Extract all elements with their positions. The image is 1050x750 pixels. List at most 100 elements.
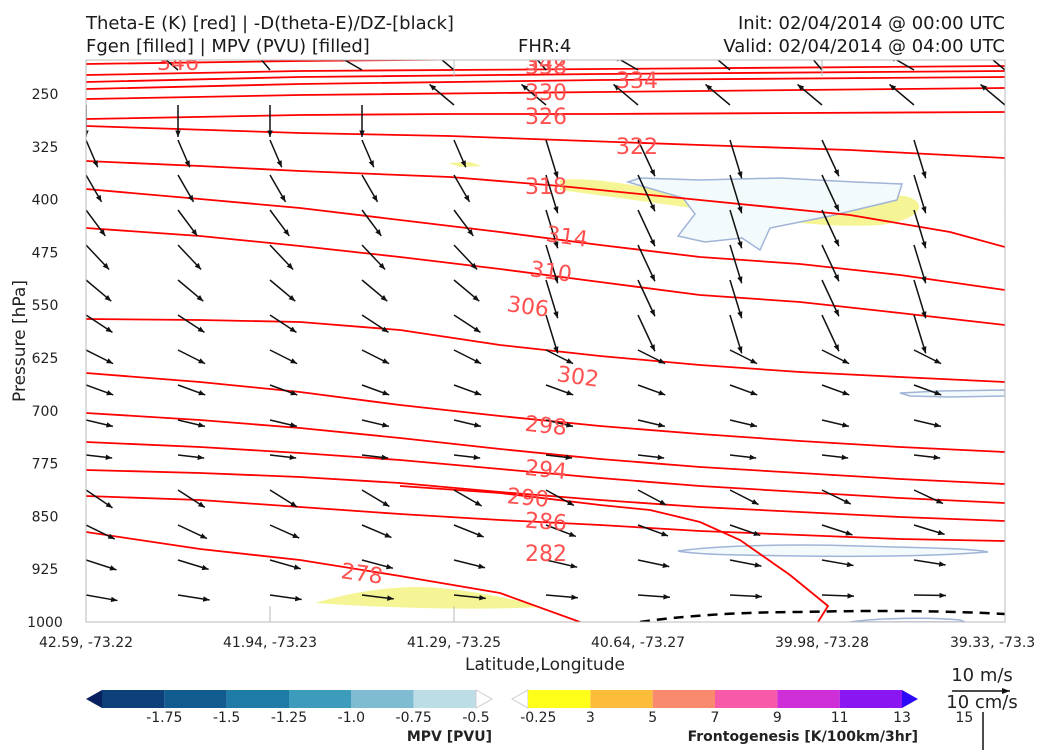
wind-vector [913, 174, 927, 214]
wind-vector [619, 60, 639, 71]
wind-vector-head [95, 194, 102, 202]
fgen-patch [315, 586, 540, 609]
wind-vector-head [105, 326, 113, 333]
x-tick-label: 39.98, -73.28 [775, 635, 869, 651]
wind-vector-head [833, 204, 839, 212]
theta-e-contour [86, 469, 1005, 522]
wind-vector-head [384, 532, 392, 538]
wind-vector-head [663, 594, 670, 600]
wind-vector-head [649, 169, 655, 177]
wind-vector-head [202, 596, 210, 602]
wind-vector-head [753, 530, 761, 536]
wind-vector-head [1030, 561, 1037, 566]
y-axis-label: Pressure [hPa] [10, 280, 30, 402]
vector-key-top-label: 10 m/s [951, 665, 1013, 686]
wind-vector-head [1017, 344, 1022, 351]
mpv-colorbar-swatch [413, 690, 476, 708]
theta-e-contour [86, 160, 1005, 248]
wind-vector-head [737, 171, 743, 179]
wind-vector-head [476, 532, 484, 538]
wind-vector [1004, 350, 1005, 351]
wind-vector-head [846, 561, 854, 568]
theta-e-contour [86, 495, 1005, 542]
wind-vector-head [157, 52, 164, 58]
wind-vector-head [197, 501, 205, 508]
wind-vector-head [921, 346, 927, 354]
wind-vector [1004, 280, 1005, 282]
wind-vector-head [472, 294, 480, 302]
fgen-colorbar-swatch [902, 690, 918, 708]
theta-e-label: 318 [525, 175, 567, 200]
theta-e-label: 298 [524, 412, 568, 441]
theta-e-label: 334 [616, 69, 658, 94]
wind-vector [1004, 140, 1005, 142]
wind-vector-head [289, 326, 297, 333]
wind-vector-head [105, 502, 113, 508]
mpv-colorbar-tick: -1.25 [271, 710, 307, 726]
wind-vector-head [267, 130, 273, 137]
fgen-colorbar-tick: 5 [648, 710, 657, 726]
wind-vector-head [937, 529, 945, 536]
wind-vector-head [1025, 422, 1032, 427]
wind-vector-head [833, 274, 839, 282]
theta-e-label: 294 [524, 456, 568, 485]
wind-vector-head [381, 454, 389, 461]
wind-vector [729, 314, 743, 354]
valid-time: Valid: 02/04/2014 @ 04:00 UTC [723, 36, 1005, 57]
title-line-2: Fgen [filled] | MPV (PVU) [filled] [86, 36, 370, 57]
wind-vector [637, 314, 656, 352]
wind-vector-head [290, 501, 298, 507]
fgen-colorbar-tick: 13 [893, 710, 911, 726]
wind-vector-head [474, 422, 481, 428]
wind-vector [545, 279, 559, 319]
wind-vector-head [841, 454, 849, 461]
y-tick-label: 775 [32, 457, 59, 473]
wind-vector [86, 69, 87, 70]
wind-vector-head [478, 563, 486, 569]
wind-vector [821, 174, 840, 212]
theta-e-contour [86, 441, 1005, 504]
fgen-colorbar-title: Frontogenesis [K/100km/3hr] [688, 729, 918, 745]
wind-vector-head [980, 84, 988, 91]
mpv-colorbar-swatch [351, 690, 414, 708]
wind-vector-head [92, 160, 98, 168]
x-tick-label: 42.59, -73.22 [39, 635, 133, 651]
fhr-label: FHR:4 [518, 36, 572, 57]
wind-vector-head [649, 344, 655, 352]
wind-vector [637, 279, 656, 317]
wind-vector-head [382, 358, 390, 364]
wind-vector-head [528, 49, 534, 56]
wind-vector-head [755, 593, 762, 600]
fgen-colorbar-swatch [510, 689, 529, 709]
wind-vector-head [107, 533, 115, 540]
theta-e-label: 342 [525, 51, 567, 76]
wind-vector-head [921, 206, 927, 214]
wind-vector-head [737, 276, 743, 284]
wind-vector-head [382, 390, 390, 396]
wind-vector-head [381, 326, 389, 333]
wind-vector-head [649, 274, 655, 282]
wind-vector-head [751, 499, 759, 505]
wind-vector-head [659, 499, 667, 506]
fgen-colorbar-tick: 7 [711, 710, 720, 726]
wind-vector-head [847, 593, 854, 599]
wind-vector-head [106, 358, 114, 364]
wind-vector [545, 314, 559, 354]
y-tick-label: 925 [32, 562, 59, 578]
wind-vector [729, 209, 743, 249]
wind-vector-head [1024, 455, 1031, 460]
wind-vector [545, 174, 559, 214]
wind-vector-head [804, 49, 810, 56]
wind-vector-head [567, 500, 574, 506]
wind-vector-head [737, 206, 743, 214]
mpv-colorbar-tick: -1.75 [146, 710, 182, 726]
wind-vector-head [198, 358, 206, 364]
wind-vector-head [102, 262, 110, 270]
fgen-colorbar-tick: 15 [955, 710, 973, 726]
theta-e-contour [86, 111, 1005, 120]
wind-vector-head [276, 160, 282, 168]
wind-vector-head [252, 49, 258, 56]
wind-vector-head [933, 454, 941, 461]
wind-vector-head [842, 390, 850, 396]
